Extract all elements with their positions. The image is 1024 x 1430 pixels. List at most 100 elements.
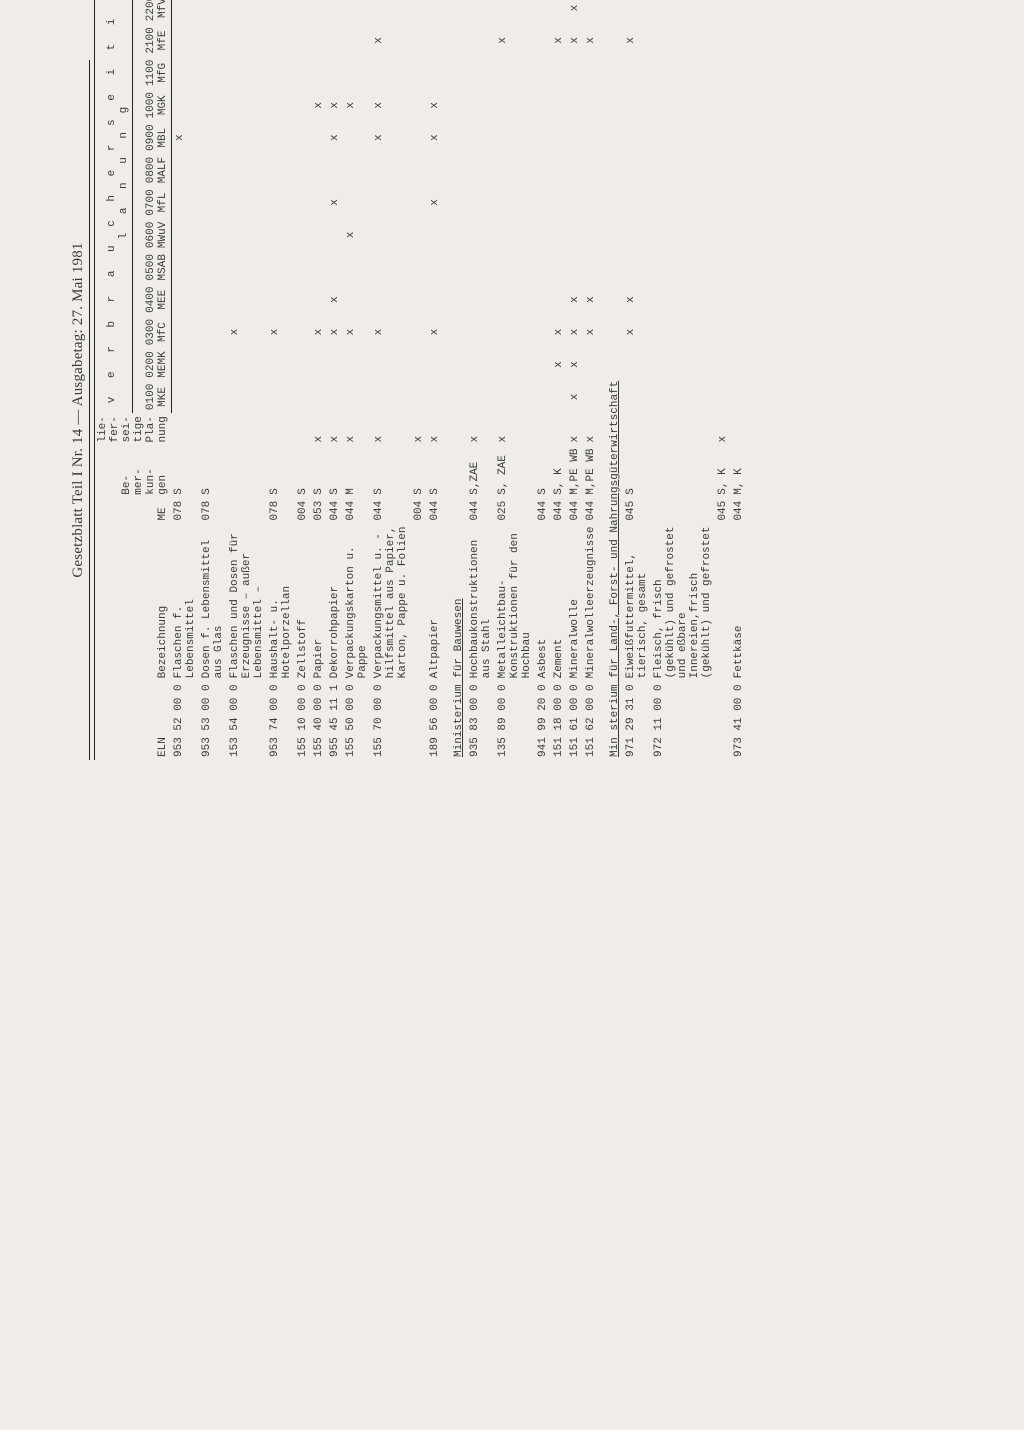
cell-bez: Zement [551,524,567,682]
mark-cell [467,316,495,348]
mark-cell [199,57,227,89]
cell-bez: Dekorrohpapier [327,524,343,682]
mark-cell [171,316,199,348]
mark-cell [467,186,495,218]
rotated-page: 205 Gesetzblatt Teil I Nr. 14 — Ausgabet… [70,60,1024,760]
cell-eln: 972 11 00 0 [651,681,715,760]
table-body: 953 52 00 0Flaschen f. Lebensmittel078Sx… [171,0,747,760]
cell-me: 044 [427,498,443,524]
cell-bem: S [535,446,551,498]
mark-cell: x [327,316,343,348]
mark-cell [311,57,327,89]
mark-cell: x [371,24,411,56]
mark-cell [567,186,583,218]
mark-cell [199,0,227,24]
col-MfL: 0700MfL [133,186,171,218]
table-row: 151 62 00 0Mineralwolleerzeugnisse044M,P… [583,0,599,760]
mark-cell [171,154,199,186]
cell-lie [171,413,199,445]
mark-cell [411,348,427,380]
mark-cell: x [495,24,535,56]
table-row: 004Sxx [411,0,427,760]
mark-cell [567,89,583,121]
mark-cell [411,57,427,89]
mark-cell [623,381,651,413]
cell-bem: S [623,446,651,498]
mark-cell [583,251,599,283]
mark-cell [651,283,715,315]
mark-cell [623,0,651,24]
mark-cell [295,316,311,348]
mark-cell [343,251,371,283]
mark-cell [495,219,535,251]
mark-cell [495,154,535,186]
mark-cell [535,121,551,153]
mark-cell [427,381,443,413]
mark-cell: x [171,121,199,153]
mark-cell [623,251,651,283]
mark-cell [583,154,599,186]
mark-cell [551,154,567,186]
cell-bem: S [427,446,443,498]
cell-eln: 153 54 00 0 [227,681,267,760]
cell-eln [715,681,731,760]
mark-cell: x [567,0,583,24]
table-row: 135 89 00 0Metalleichtbau-Konstruktionen… [495,0,535,760]
mark-cell: x [583,316,599,348]
mark-cell [411,24,427,56]
mark-cell [267,121,295,153]
mark-cell: x [551,24,567,56]
mark-cell [715,121,731,153]
table-row: 953 74 00 0Haushalt- u. Hotelporzellan07… [267,0,295,760]
cell-lie: x [327,413,343,445]
mark-cell [651,348,715,380]
mark-cell [171,89,199,121]
mark-cell: x [567,348,583,380]
mark-cell [343,24,371,56]
mark-cell [343,348,371,380]
mark-cell: x [567,24,583,56]
mark-cell [651,219,715,251]
mark-cell: x [371,121,411,153]
mark-cell [715,0,731,24]
mark-cell [551,57,567,89]
table-head: ELN Bezeichnung ME Be- mer- kun- gen lie… [95,0,172,760]
cell-me: 025 [495,498,535,524]
mark-cell [295,348,311,380]
mark-cell [295,89,311,121]
mark-cell [371,283,411,315]
table-row: 935 83 00 0Hochbaukonstruktionen aus Sta… [467,0,495,760]
mark-cell: x [327,89,343,121]
mark-cell [535,219,551,251]
mark-cell [427,57,443,89]
cell-me: 045 [623,498,651,524]
mark-cell [583,348,599,380]
mark-cell [731,57,747,89]
mark-cell [551,251,567,283]
cell-lie [551,413,567,445]
mark-cell [199,348,227,380]
mark-cell [227,121,267,153]
mark-cell [467,283,495,315]
mark-cell [567,121,583,153]
mark-cell [343,381,371,413]
mark-cell [427,219,443,251]
mark-cell [623,89,651,121]
mark-cell [171,57,199,89]
mark-cell [171,219,199,251]
mark-cell: x [267,316,295,348]
col-lie: lie- fer- sei- tige Pla- nung [95,413,172,445]
mark-cell [623,219,651,251]
cell-me: 044 [567,498,583,524]
mark-cell [295,381,311,413]
mark-cell [551,283,567,315]
mark-cell [171,381,199,413]
mark-cell [199,121,227,153]
cell-me: 044 [467,498,495,524]
mark-cell [311,348,327,380]
table-row: 973 41 00 0Fettkäse044M, K [731,0,747,760]
mark-cell [311,283,327,315]
col-MfE: 2100MfE [133,24,171,56]
cell-bem: S [327,446,343,498]
table-row: 971 29 31 0Eiweißfuttermittel, tierisch,… [623,0,651,760]
